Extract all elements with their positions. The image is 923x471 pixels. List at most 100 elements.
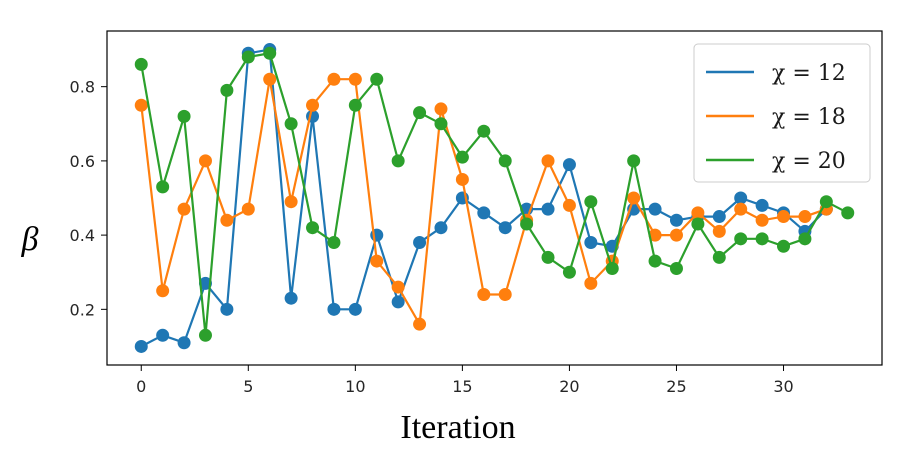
data-point (669, 213, 683, 227)
data-point (241, 50, 255, 64)
data-point (648, 254, 662, 268)
data-point (755, 232, 769, 246)
y-tick-label: 0.4 (70, 226, 95, 245)
data-point (284, 291, 298, 305)
data-point (348, 98, 362, 112)
x-tick-label: 15 (452, 377, 472, 396)
data-point (541, 154, 555, 168)
data-point (434, 117, 448, 131)
data-point (777, 210, 791, 224)
data-point (648, 202, 662, 216)
data-point (348, 302, 362, 316)
data-point (734, 202, 748, 216)
data-point (584, 236, 598, 250)
data-point (627, 191, 641, 205)
data-point (498, 154, 512, 168)
data-point (391, 295, 405, 309)
series-2 (134, 46, 855, 342)
data-point (434, 102, 448, 116)
data-point (584, 195, 598, 209)
data-point (520, 217, 534, 231)
legend-box (693, 43, 871, 183)
data-point (819, 195, 833, 209)
x-tick-label: 0 (136, 377, 146, 396)
data-point (284, 195, 298, 209)
data-point (691, 206, 705, 220)
data-point (798, 232, 812, 246)
x-axis-title: Iteration (400, 409, 515, 446)
data-point (562, 198, 576, 212)
data-point (327, 236, 341, 250)
data-point (327, 72, 341, 86)
data-point (263, 46, 277, 60)
data-point (734, 232, 748, 246)
data-point (348, 72, 362, 86)
y-axis-ticks: 0.2 0.4 0.6 0.8 (70, 78, 107, 319)
data-point (691, 217, 705, 231)
data-point (134, 339, 148, 353)
data-point (263, 72, 277, 86)
data-point (134, 57, 148, 71)
data-point (198, 328, 212, 342)
data-point (605, 262, 619, 276)
data-point (156, 328, 170, 342)
legend-item: χ = 20 (706, 149, 846, 174)
data-point (477, 287, 491, 301)
data-point (306, 221, 320, 235)
legend-item: χ = 12 (706, 61, 846, 86)
data-point (413, 236, 427, 250)
x-tick-label: 25 (666, 377, 686, 396)
legend: χ = 12 χ = 18 χ = 20 (693, 43, 871, 183)
x-axis-ticks: 0 5 10 15 20 25 30 (136, 365, 794, 396)
data-point (327, 302, 341, 316)
x-tick-label: 10 (345, 377, 365, 396)
legend-label: χ = 12 (772, 61, 846, 86)
data-point (413, 317, 427, 331)
data-point (177, 336, 191, 350)
y-tick-label: 0.6 (70, 152, 95, 171)
legend-label: χ = 18 (772, 105, 846, 130)
data-point (220, 83, 234, 97)
x-tick-label: 20 (559, 377, 579, 396)
data-point (156, 180, 170, 194)
data-point (391, 280, 405, 294)
data-point (498, 287, 512, 301)
data-point (177, 202, 191, 216)
data-point (156, 284, 170, 298)
x-tick-label: 5 (243, 377, 253, 396)
data-point (541, 202, 555, 216)
data-point (455, 172, 469, 186)
data-point (477, 124, 491, 138)
data-point (627, 154, 641, 168)
legend-label: χ = 20 (772, 149, 846, 174)
data-point (755, 198, 769, 212)
series-1 (134, 72, 833, 331)
legend-item: χ = 18 (706, 105, 846, 130)
data-point (241, 202, 255, 216)
data-point (562, 158, 576, 172)
data-point (477, 206, 491, 220)
data-point (134, 98, 148, 112)
y-axis-title: β (21, 221, 39, 258)
data-point (284, 117, 298, 131)
data-point (370, 72, 384, 86)
data-point (648, 228, 662, 242)
data-point (712, 250, 726, 264)
data-point (220, 302, 234, 316)
data-point (391, 154, 405, 168)
data-point (434, 221, 448, 235)
data-point (584, 276, 598, 290)
series-line (140, 52, 849, 336)
data-point (798, 210, 812, 224)
data-point (669, 262, 683, 276)
y-tick-label: 0.2 (70, 300, 95, 319)
data-point (220, 213, 234, 227)
data-point (370, 254, 384, 268)
series-layer (134, 43, 855, 353)
data-point (777, 239, 791, 253)
data-point (712, 224, 726, 238)
data-point (498, 221, 512, 235)
data-point (455, 150, 469, 164)
data-point (755, 213, 769, 227)
